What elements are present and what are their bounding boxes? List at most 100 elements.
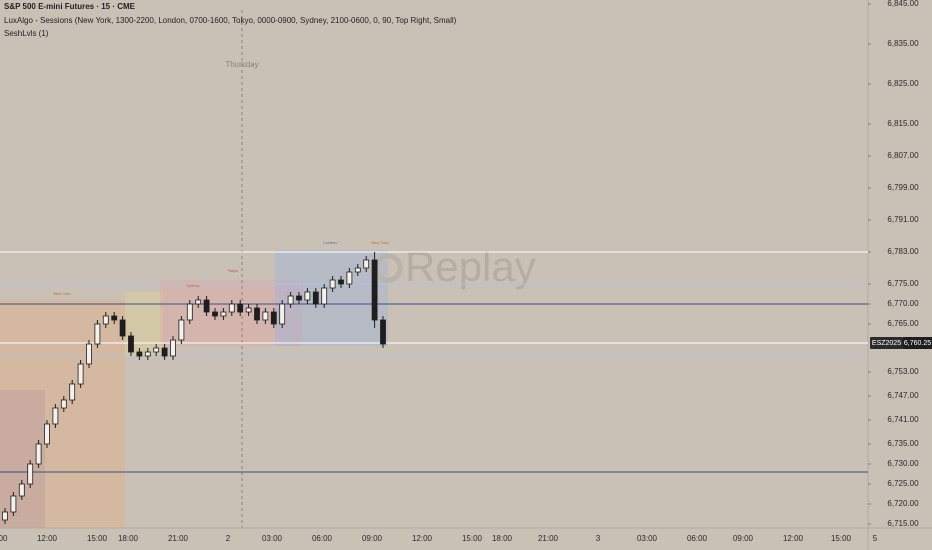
candle-body [186,303,193,321]
x-tick-label: 09:00 [362,534,383,543]
candle [18,480,25,500]
candle [27,460,34,488]
candle [329,276,336,292]
candle [178,316,185,344]
x-tick-label: 12:00 [783,534,804,543]
candle-body [128,335,134,353]
session-label: New York [372,240,389,245]
y-tick-label: 6,799.00 [887,183,919,192]
candle [86,340,92,368]
candle-body [279,303,286,325]
candle-body [94,323,101,345]
candle [10,492,17,516]
candle-body [254,307,260,321]
x-tick-label: 3 [596,534,601,543]
y-tick-label: 6,807.00 [887,151,919,160]
candle-body [203,299,210,313]
candle [312,288,319,308]
y-tick-label: 6,747.00 [887,391,919,400]
candle-body [69,383,76,401]
candle-body [161,347,168,357]
candle [52,404,59,428]
candle-body [10,495,17,513]
candle [296,292,302,304]
candle [94,320,101,348]
y-tick-label: 6,715.00 [887,519,919,528]
candle [220,308,227,320]
candle [195,296,202,308]
candle-body [329,279,336,289]
candle [60,396,67,412]
day-marker: Thursday [225,60,258,69]
candle-body [102,315,109,325]
x-tick-label: 15:00 [462,534,483,543]
candle [245,304,252,316]
candle-body [111,315,118,321]
candle-body [228,303,235,313]
candle [111,312,118,324]
x-tick-label: 03:00 [637,534,658,543]
candle [212,308,218,320]
x-tick-label: 03:00 [262,534,283,543]
x-tick-label: 12:00 [412,534,433,543]
candle [186,300,193,324]
candle-body [27,463,34,485]
candle-body [136,351,143,357]
candle-body [212,311,218,317]
watermark: Replay [405,243,536,290]
y-tick-label: 6,725.00 [887,479,919,488]
price-tag-symbol: ESZ2025 [872,340,901,347]
candle-body [363,259,370,269]
y-tick-label: 6,753.00 [887,367,919,376]
candle [371,252,378,328]
y-tick-label: 6,720.00 [887,499,919,508]
session-box [275,250,388,346]
candle-body [270,311,277,325]
candle-body [321,287,328,305]
candle-body [354,267,361,273]
session-label: London [323,240,336,245]
y-tick-label: 6,775.00 [887,279,919,288]
candle-body [178,319,185,341]
price-tag-box [903,337,932,349]
candle [363,256,370,272]
candle [338,276,344,288]
candle [69,380,76,404]
candle-body [346,271,353,285]
candle [44,420,50,448]
candle-body [153,347,160,353]
candle-body [220,311,227,317]
x-tick-label: 09:00 [733,534,754,543]
x-tick-label: 21:00 [168,534,189,543]
candle [287,292,294,308]
candle-body [60,399,67,409]
candle-body [77,363,84,385]
candle [136,348,143,360]
y-tick-label: 6,783.00 [887,247,919,256]
y-tick-label: 6,735.00 [887,439,919,448]
candle-body [304,291,311,301]
x-tick-label: 2 [226,534,231,543]
price-tag-symbol-box [870,337,903,349]
indicator-label: SeshLvls (1) [4,29,49,38]
session-label: Sydney [186,283,199,288]
y-tick-label: 6,730.00 [887,459,919,468]
candle [35,440,42,468]
price-tag-value: 6,760.25 [904,340,931,347]
candle-body [35,443,42,465]
candle [228,300,235,316]
candle-body [237,303,244,313]
candle [170,336,176,360]
candle [262,308,269,324]
candle-body [312,291,319,305]
y-tick-label: 6,815.00 [887,119,919,128]
y-tick-label: 6,835.00 [887,39,919,48]
candle [144,348,151,360]
candle [203,296,210,316]
y-tick-label: 6,791.00 [887,215,919,224]
y-tick-label: 6,765.00 [887,319,919,328]
candle-body [119,319,126,337]
candle-body [245,307,252,313]
candle-body [2,511,8,521]
